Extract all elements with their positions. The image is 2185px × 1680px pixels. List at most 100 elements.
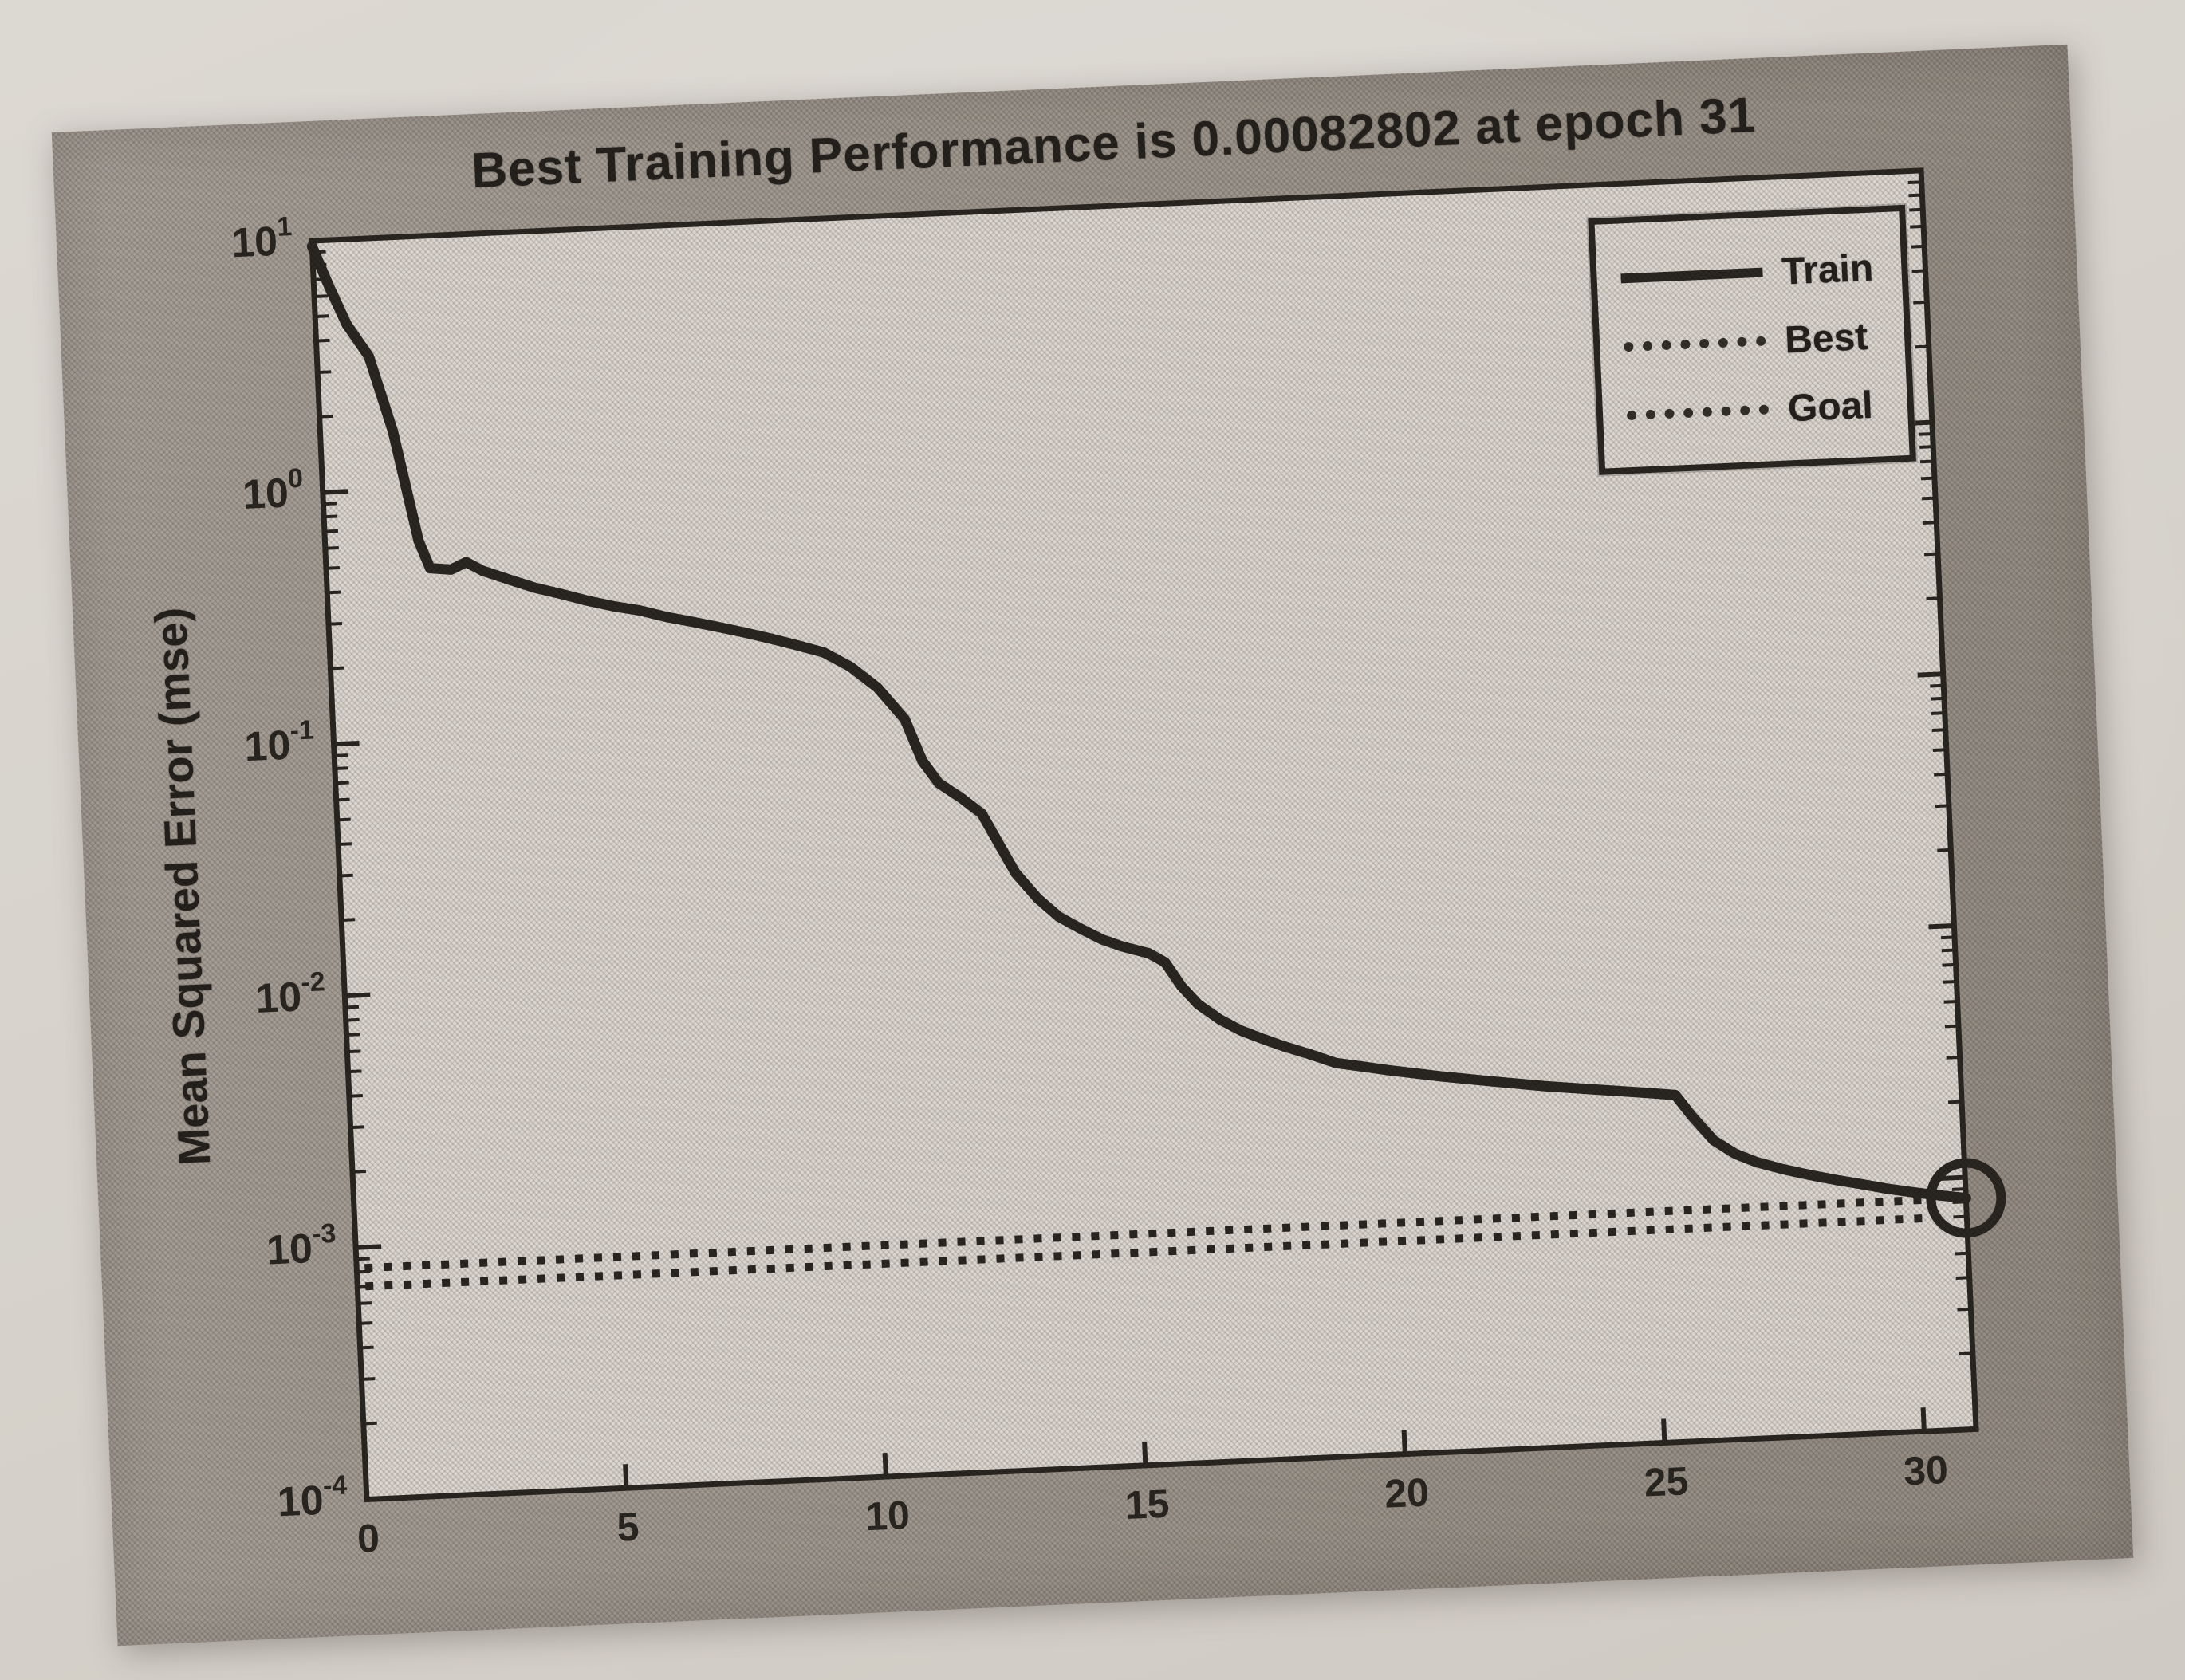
y-minor-tick-right <box>1926 596 1940 600</box>
y-minor-tick-right <box>1955 1276 1970 1281</box>
y-minor-tick-right <box>1911 269 1926 273</box>
y-tick-label: 10-4 <box>276 1470 348 1526</box>
plot-area <box>309 167 1979 1503</box>
y-minor-tick <box>325 545 339 550</box>
y-minor-tick <box>316 338 330 343</box>
y-major-tick <box>322 489 348 495</box>
y-minor-tick-right <box>1940 935 1955 940</box>
y-tick-label: 10-3 <box>266 1218 338 1274</box>
y-minor-tick <box>324 529 338 533</box>
y-major-tick <box>344 992 371 999</box>
x-tick <box>623 1464 629 1489</box>
y-minor-tick <box>363 1421 377 1426</box>
legend-item-goal: Goal <box>1625 370 1888 450</box>
y-minor-tick-right <box>1941 948 1955 953</box>
y-minor-tick-right <box>1920 476 1935 481</box>
y-minor-tick <box>319 414 333 419</box>
x-tick-label: 20 <box>1384 1470 1430 1516</box>
y-minor-tick <box>339 873 353 878</box>
y-minor-tick-right <box>1913 300 1927 305</box>
x-tick <box>1661 1418 1667 1443</box>
x-tick <box>1142 1441 1148 1466</box>
y-minor-tick-right <box>1919 459 1935 464</box>
y-minor-tick <box>356 1257 370 1261</box>
y-minor-tick <box>336 797 350 802</box>
y-minor-tick <box>346 1033 360 1037</box>
y-minor-tick-right <box>1953 1214 1967 1219</box>
y-minor-tick <box>347 1049 361 1054</box>
x-tick <box>1401 1430 1407 1454</box>
y-minor-tick-right <box>1959 1351 1973 1356</box>
x-tick-label: 15 <box>1124 1481 1171 1528</box>
y-minor-tick <box>334 753 348 757</box>
y-major-tick <box>333 740 360 747</box>
y-minor-tick-right <box>1942 962 1956 967</box>
y-minor-tick <box>325 565 341 570</box>
train-curve <box>306 241 1971 1204</box>
y-tick-label: 101 <box>230 211 294 266</box>
y-minor-tick-right <box>1944 1024 1959 1029</box>
x-tick-label: 0 <box>356 1516 380 1561</box>
y-minor-tick-right <box>1924 552 1939 557</box>
y-major-tick <box>356 1244 382 1250</box>
x-tick-label: 5 <box>616 1505 640 1550</box>
y-minor-tick <box>352 1170 367 1174</box>
y-minor-tick-right <box>1921 496 1936 501</box>
x-tick <box>1920 1407 1927 1432</box>
y-minor-tick-right <box>1935 804 1949 809</box>
best-line-sample <box>1624 336 1766 352</box>
y-minor-tick <box>335 781 349 785</box>
legend-item-best: Best <box>1623 301 1885 381</box>
y-minor-tick <box>358 1301 372 1305</box>
y-minor-tick <box>315 314 329 319</box>
scanned-figure: 101 100 10-1 10-2 10-3 10-4 0 5 10 15 20 25 30 Best … <box>51 44 2134 1647</box>
y-minor-tick <box>323 502 337 506</box>
y-minor-tick-right <box>1955 1251 1969 1256</box>
y-minor-tick-right <box>1943 1000 1958 1004</box>
legend: Train Best Goal <box>1588 204 1916 475</box>
y-major-tick <box>366 1496 393 1502</box>
y-minor-tick-right <box>1957 1307 1971 1312</box>
y-minor-tick-right <box>1930 683 1944 688</box>
goal-line-sample <box>1626 404 1770 421</box>
y-minor-tick-right <box>1911 244 1925 249</box>
y-minor-tick-right <box>1951 1187 1966 1191</box>
y-minor-tick-right <box>1931 711 1945 715</box>
y-minor-tick <box>348 1069 362 1074</box>
y-minor-tick <box>359 1321 373 1325</box>
y-minor-tick-right <box>1934 772 1948 777</box>
y-minor-tick-right <box>1937 848 1951 852</box>
y-minor-tick-right <box>1919 432 1933 436</box>
y-minor-tick-right <box>1910 224 1924 229</box>
y-minor-tick <box>330 666 344 671</box>
x-tick-label: 10 <box>864 1493 911 1539</box>
x-tick-label: 25 <box>1644 1458 1690 1505</box>
y-minor-tick-right <box>1907 180 1922 185</box>
y-major-tick <box>311 237 338 243</box>
y-tick-label: 100 <box>241 463 305 518</box>
best-point-marker <box>1926 1158 2006 1238</box>
x-tick <box>363 1475 369 1500</box>
y-minor-tick <box>334 766 348 770</box>
y-minor-tick <box>344 1005 360 1009</box>
x-tick <box>882 1452 888 1477</box>
y-tick-label: 10-2 <box>254 966 327 1022</box>
y-major-tick-right <box>1928 923 1955 930</box>
y-tick-label: 10-1 <box>243 714 316 770</box>
y-minor-tick-right <box>1930 696 1945 701</box>
y-minor-tick <box>313 294 329 299</box>
legend-label-best: Best <box>1784 315 1869 362</box>
y-minor-tick <box>345 1017 360 1022</box>
y-minor-tick <box>341 918 356 923</box>
y-major-tick-right <box>1950 1426 1977 1433</box>
y-minor-tick <box>327 590 341 595</box>
legend-label-train: Train <box>1781 246 1875 293</box>
y-minor-tick-right <box>1946 1056 1960 1060</box>
performance-plot: 101 100 10-1 10-2 10-3 10-40 5 10 15 20 25 30 <box>230 167 2006 1561</box>
y-minor-tick-right <box>1923 521 1937 525</box>
y-minor-tick-right <box>1915 344 1929 349</box>
y-minor-tick-right <box>1947 1100 1963 1104</box>
x-tick-label: 30 <box>1903 1447 1949 1493</box>
legend-item-train: Train <box>1620 233 1882 313</box>
